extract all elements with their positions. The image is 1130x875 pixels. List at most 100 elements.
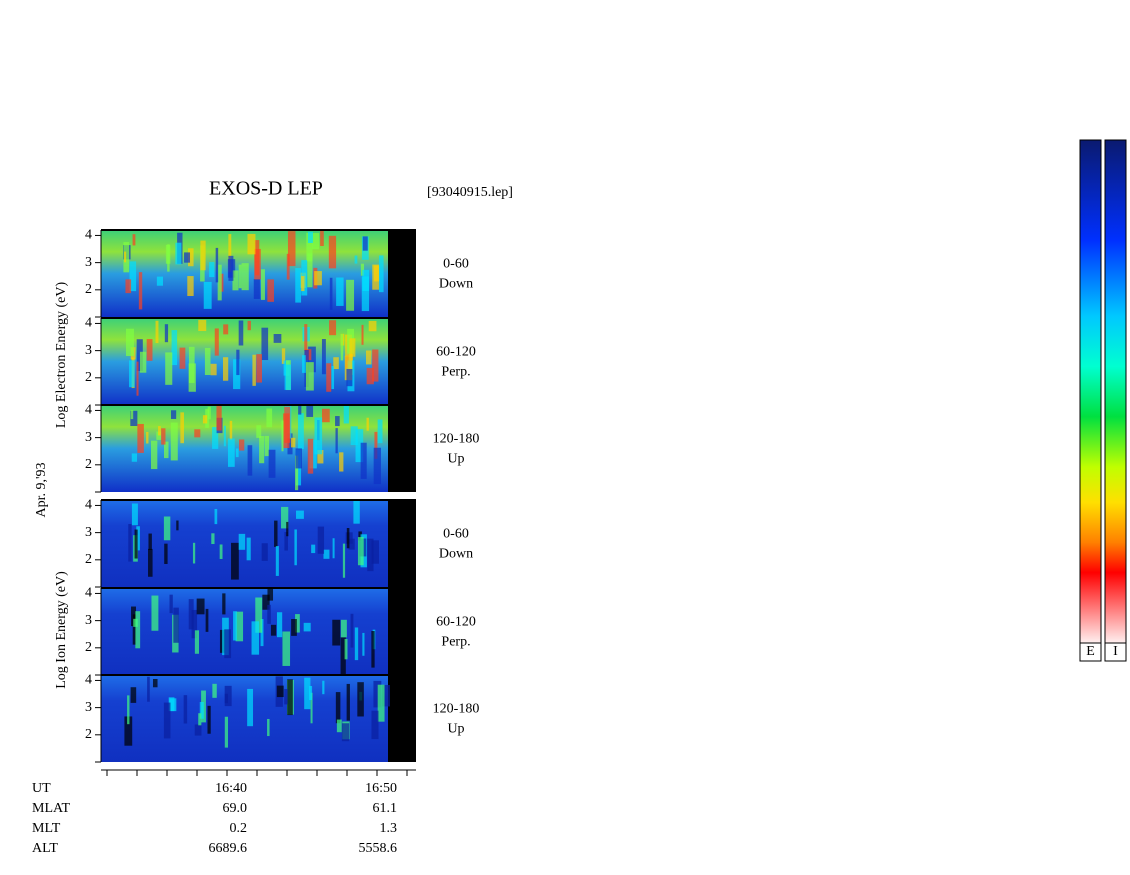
- spectrogram-texture: [366, 417, 369, 431]
- spectrogram-texture: [228, 255, 234, 281]
- colorbar-box: [1104, 642, 1127, 662]
- spectrogram-texture: [179, 347, 186, 369]
- y-tick-label: 4: [85, 673, 92, 688]
- y-tick-label: 4: [85, 586, 92, 601]
- spectrogram-texture: [156, 431, 162, 440]
- spectrogram-texture: [246, 537, 251, 561]
- direction-label: Perp.: [441, 365, 470, 380]
- spectrogram-texture: [329, 277, 333, 310]
- spectrogram-texture: [133, 618, 138, 627]
- y-tick-label: 2: [85, 282, 92, 297]
- spectrogram-texture: [314, 417, 323, 455]
- spectrogram-texture: [130, 410, 138, 427]
- colorbar-i: [1104, 139, 1127, 644]
- colorbar-label: I: [1113, 644, 1118, 659]
- spectrogram-texture: [215, 247, 219, 283]
- spectrogram-texture: [251, 621, 260, 655]
- date-label: Apr. 9,'93: [34, 462, 49, 517]
- spectrogram-texture: [238, 439, 245, 451]
- spectrogram-texture: [322, 680, 325, 695]
- spectrogram-texture: [180, 412, 184, 444]
- spectrogram-texture: [371, 631, 375, 668]
- spectrogram-texture: [298, 413, 304, 450]
- spectrogram-texture: [158, 426, 161, 436]
- spectrogram-texture: [253, 279, 260, 299]
- spectrogram: [101, 405, 388, 492]
- spectrogram-texture: [260, 269, 265, 300]
- spectrogram-texture: [131, 606, 136, 627]
- spectrogram-texture: [123, 242, 130, 273]
- spectrogram-texture: [227, 438, 235, 467]
- spectrogram-texture: [267, 604, 271, 624]
- spectrogram-texture: [372, 349, 379, 382]
- spectrogram-texture: [346, 683, 350, 721]
- spectrogram-texture: [381, 684, 390, 707]
- spectrogram-texture: [284, 532, 288, 551]
- spectrogram-texture: [346, 368, 353, 387]
- row-value: 16:40: [215, 781, 247, 796]
- spectrogram-texture: [294, 529, 297, 566]
- spectrogram-texture: [131, 453, 138, 462]
- spectrogram-texture: [147, 676, 150, 702]
- row-name: MLT: [32, 821, 61, 836]
- spectrogram-texture: [211, 533, 215, 545]
- row-value: 6689.6: [209, 841, 248, 856]
- spectrogram-texture: [209, 262, 215, 278]
- spectrogram-texture: [354, 627, 359, 661]
- spectrogram-texture: [188, 248, 194, 267]
- spectrogram-texture: [361, 276, 370, 312]
- spectrogram-texture: [366, 350, 372, 365]
- spectrogram-texture: [136, 526, 140, 551]
- spectrogram-texture: [264, 435, 270, 457]
- spectrogram-texture: [309, 685, 313, 701]
- y-tick-label: 3: [85, 430, 92, 445]
- spectrogram-texture: [124, 716, 133, 746]
- file-name: [93040915.lep]: [427, 185, 513, 200]
- spectrogram-texture: [335, 428, 338, 454]
- spectrogram-texture: [281, 348, 286, 364]
- y-tick-label: 2: [85, 727, 92, 742]
- spectrogram-texture: [134, 529, 138, 559]
- spectrogram-texture: [132, 614, 137, 645]
- y-tick-label: 2: [85, 457, 92, 472]
- spectrogram-texture: [130, 410, 134, 420]
- y-tick-label: 4: [85, 316, 92, 331]
- spectrogram-texture: [168, 697, 175, 712]
- spectrogram-texture: [362, 236, 368, 251]
- spectrogram-texture: [344, 638, 348, 660]
- spectrogram-texture: [328, 235, 337, 269]
- spectrogram-texture: [306, 405, 314, 417]
- spectrogram-texture: [378, 255, 384, 293]
- spectrogram-texture: [192, 542, 196, 564]
- spectrogram-texture: [261, 543, 268, 561]
- spectrogram-texture: [322, 408, 330, 423]
- direction-label: Up: [447, 452, 464, 467]
- ion-axis-label: Log Ion Energy (eV): [54, 571, 69, 689]
- spectrogram-texture: [287, 231, 296, 267]
- spectrogram-texture: [371, 540, 379, 564]
- spectrogram-texture: [129, 261, 137, 292]
- spectrogram-texture: [223, 425, 226, 447]
- spectrogram-texture: [308, 346, 316, 373]
- spectrogram-texture: [317, 450, 324, 464]
- y-tick-label: 3: [85, 255, 92, 270]
- spectrogram-texture: [238, 533, 246, 550]
- spectrogram-texture: [214, 328, 219, 356]
- spectrogram-texture: [311, 233, 320, 250]
- spectrogram-texture: [344, 355, 353, 381]
- spectrogram-texture: [372, 264, 380, 290]
- spectrogram-texture: [362, 632, 365, 656]
- row-name: MLAT: [32, 801, 71, 816]
- spectrogram-texture: [302, 355, 306, 373]
- spectrogram-texture: [307, 438, 314, 474]
- spectrogram-texture: [261, 327, 269, 361]
- spectrogram-texture: [304, 677, 311, 710]
- spectrogram-texture: [267, 588, 274, 601]
- spectrogram-texture: [148, 548, 153, 577]
- spectrogram-texture: [276, 685, 284, 698]
- spectrogram-texture: [355, 429, 364, 463]
- spectrogram-texture: [229, 420, 233, 440]
- spectrogram-texture: [340, 333, 344, 361]
- spectrogram-texture: [311, 544, 316, 554]
- spectrogram-texture: [335, 692, 341, 724]
